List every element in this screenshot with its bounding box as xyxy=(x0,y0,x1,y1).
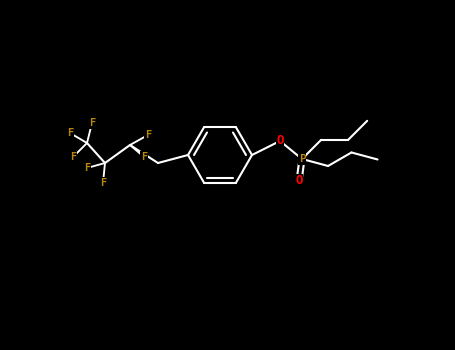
Text: F: F xyxy=(67,128,73,138)
Text: F: F xyxy=(145,130,151,140)
Text: O: O xyxy=(276,134,284,147)
Text: F: F xyxy=(84,163,90,173)
Text: O: O xyxy=(295,175,303,188)
Text: P: P xyxy=(298,154,305,164)
Text: F: F xyxy=(89,118,95,128)
Text: F: F xyxy=(100,178,106,188)
Text: F: F xyxy=(141,152,147,162)
Text: F: F xyxy=(70,152,76,162)
